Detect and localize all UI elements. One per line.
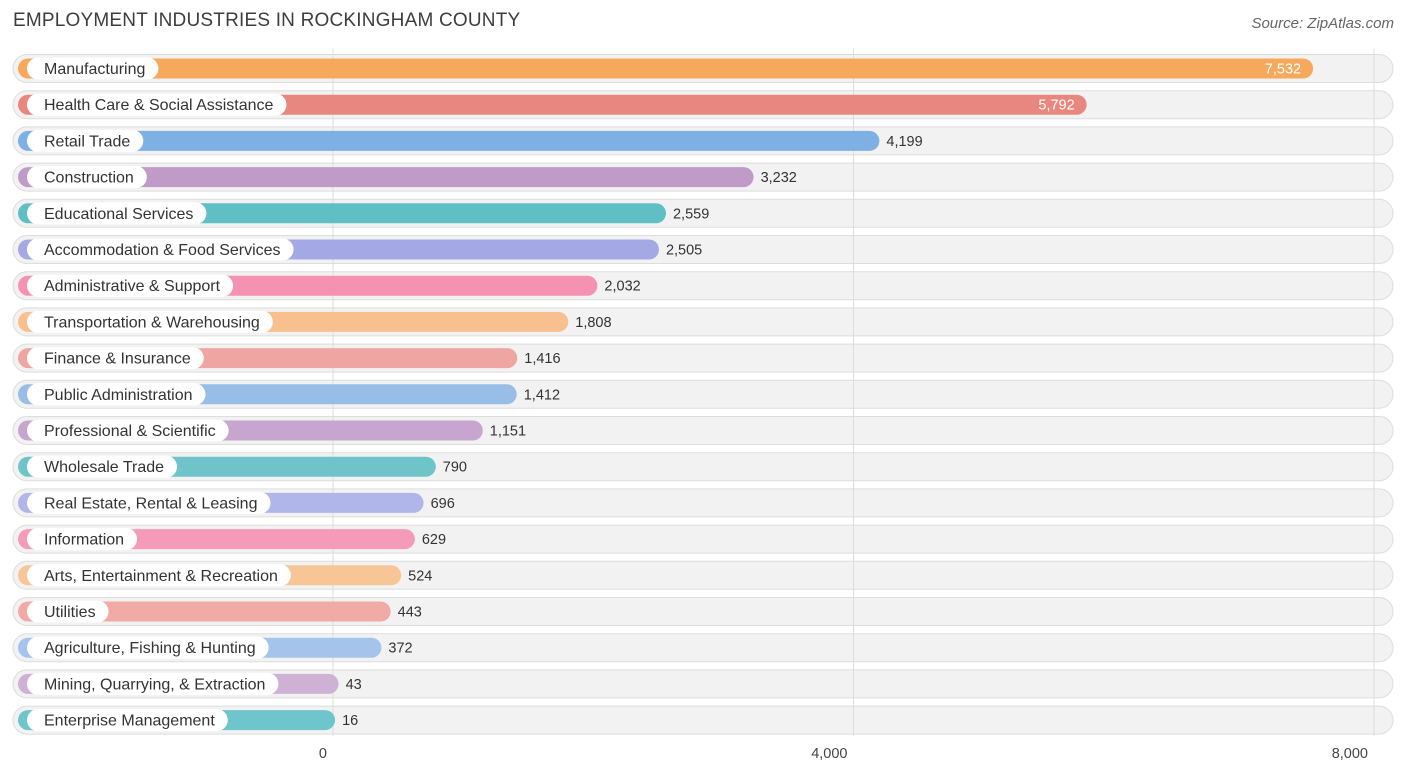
category-label: Agriculture, Fishing & Hunting [44,640,256,657]
category-label-pill [27,709,228,732]
bar [18,167,754,188]
category-label-pill [27,166,147,189]
category-label-pill [27,419,229,442]
category-label-pill [27,347,204,370]
category-label-pill [27,672,279,695]
bar-row: Utilities 443 [18,600,422,623]
value-label: 1,808 [575,315,611,331]
value-label: 443 [398,605,422,621]
category-label: Public Administration [44,387,193,404]
bar-row: Construction 3,232 [18,166,797,189]
category-label-pill [27,93,287,116]
value-label: 2,559 [673,206,709,222]
bar-row: Wholesale Trade 790 [18,455,467,478]
bar-row: Finance & Insurance 1,416 [18,347,561,370]
category-label: Manufacturing [44,61,145,78]
category-label-pill [27,310,273,333]
value-label: 2,505 [666,243,702,259]
value-label: 7,532 [1265,62,1301,78]
category-label-pill [27,202,207,225]
category-label-pill [27,491,271,514]
category-label: Real Estate, Rental & Leasing [44,495,257,512]
value-label: 5,792 [1038,98,1074,114]
value-label: 629 [422,532,446,548]
category-label-pill [27,57,159,80]
value-label: 16 [342,713,358,729]
category-label: Utilities [44,604,96,621]
bar-row: Administrative & Support 2,032 [18,274,641,297]
category-label: Information [44,532,124,549]
value-label: 1,416 [524,351,560,367]
row-background [12,705,1394,735]
category-label: Retail Trade [44,133,130,150]
category-label: Mining, Quarrying, & Extraction [44,676,265,693]
category-label-pill [27,528,138,551]
value-label: 1,412 [524,387,560,403]
category-label-pill [27,600,109,623]
value-label: 3,232 [761,170,797,186]
bar-row: Professional & Scientific 1,151 [18,419,526,442]
category-label-pill [27,636,269,659]
x-axis-ticks: 0 4,000 8,000 [319,746,1368,762]
x-tick-label: 0 [319,746,327,762]
bar-row: Arts, Entertainment & Recreation 524 [18,564,432,587]
value-label: 372 [388,641,412,657]
category-label: Arts, Entertainment & Recreation [44,568,278,585]
category-label: Health Care & Social Assistance [44,97,274,114]
bar-row: Enterprise Management 16 [18,709,358,732]
category-label: Administrative & Support [44,278,221,295]
bar-row: Educational Services 2,559 [18,202,709,225]
bar-row: Manufacturing 7,532 [18,57,1314,80]
value-label: 1,151 [490,424,526,440]
category-label: Accommodation & Food Services [44,242,281,259]
value-label: 4,199 [886,134,922,150]
category-label-pill [27,238,294,261]
category-label-pill [27,564,291,587]
bar-row: Real Estate, Rental & Leasing 696 [18,491,455,514]
category-label: Professional & Scientific [44,423,216,440]
bars: Manufacturing 7,532 Health Care & Social A… [18,57,1314,732]
category-label-pill [27,274,234,297]
category-label-pill [27,383,206,406]
category-label: Wholesale Trade [44,459,164,476]
value-label: 524 [408,568,432,584]
bar-row: Agriculture, Fishing & Hunting 372 [18,636,413,659]
category-label: Enterprise Management [44,713,215,730]
chart-source: Source: ZipAtlas.com [1251,15,1394,32]
bar [18,601,391,622]
bar-row: Retail Trade 4,199 [18,129,923,152]
value-label: 43 [346,677,362,693]
value-label: 2,032 [604,279,640,295]
category-label: Construction [44,170,134,187]
category-label: Transportation & Warehousing [44,314,260,331]
value-label: 696 [431,496,455,512]
category-label-pill [27,455,178,478]
bar-row: Health Care & Social Assistance 5,792 [18,93,1087,116]
bar-row: Mining, Quarrying, & Extraction 43 [18,672,362,695]
chart-title: EMPLOYMENT INDUSTRIES IN ROCKINGHAM COUN… [13,10,521,31]
category-label: Finance & Insurance [44,351,191,368]
value-label: 790 [443,460,467,476]
x-tick-label: 4,000 [811,746,847,762]
bar-row: Public Administration 1,412 [18,383,560,406]
row-background [12,669,1394,699]
bar-row: Accommodation & Food Services 2,505 [18,238,702,261]
category-label-pill [27,129,144,152]
bar-row: Transportation & Warehousing 1,808 [18,310,612,333]
bar-row: Information 629 [18,528,446,551]
bar [18,130,880,151]
x-tick-label: 8,000 [1332,746,1368,762]
category-label: Educational Services [44,206,193,223]
bar [18,58,1314,79]
